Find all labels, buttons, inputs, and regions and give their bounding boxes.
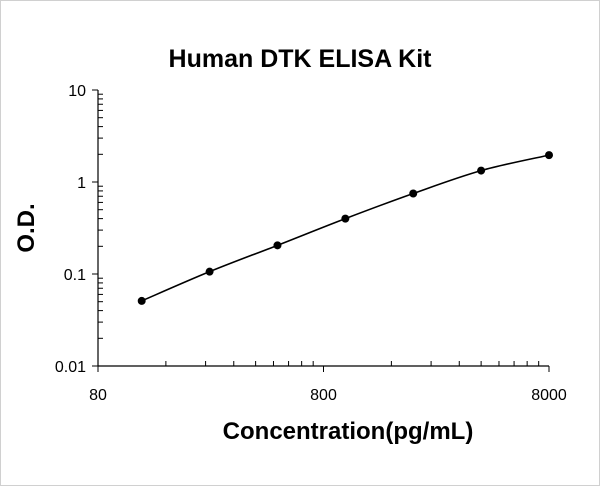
data-point (273, 241, 282, 250)
axes (97, 90, 549, 367)
x-axis-title: Concentration(pg/mL) (223, 418, 474, 445)
data-point (477, 166, 486, 175)
data-point (341, 214, 350, 223)
data-point (545, 151, 553, 160)
x-tick-label: 8000 (531, 387, 567, 404)
chart-title: Human DTK ELISA Kit (169, 45, 433, 73)
data-point (205, 267, 214, 276)
y-tick-label: 1 (77, 175, 86, 192)
series-line (141, 154, 550, 302)
y-tick-label: 0.1 (64, 267, 86, 284)
y-axis-title: O.D. (13, 203, 40, 252)
x-tick-label: 800 (310, 387, 337, 404)
series-layer (137, 151, 553, 305)
y-tick-label: 0.01 (55, 359, 86, 376)
data-point (137, 296, 146, 305)
y-tick-label: 10 (68, 83, 86, 100)
x-tick-label: 80 (89, 387, 107, 404)
data-point (409, 189, 418, 198)
tick-labels: 0.01 0.1 1 10 80 800 8000 (55, 83, 567, 404)
ticks (92, 89, 550, 372)
